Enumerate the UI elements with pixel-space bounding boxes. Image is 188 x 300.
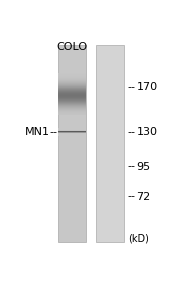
Bar — [58, 106, 86, 107]
Bar — [58, 77, 86, 78]
Bar — [58, 93, 86, 94]
Bar — [58, 90, 86, 91]
Bar — [58, 106, 86, 107]
Bar — [58, 111, 86, 112]
Bar — [58, 80, 86, 81]
Bar — [58, 92, 86, 93]
Bar — [58, 104, 86, 105]
Text: --: -- — [128, 82, 136, 92]
Bar — [58, 108, 86, 109]
Bar — [58, 81, 86, 82]
Bar — [96, 45, 124, 242]
Bar — [58, 78, 86, 79]
Bar — [58, 113, 86, 114]
Bar — [58, 102, 86, 103]
Bar — [58, 103, 86, 104]
Bar — [58, 102, 86, 103]
Text: --: -- — [49, 127, 57, 137]
Bar — [58, 74, 86, 75]
Text: (kD): (kD) — [128, 233, 149, 243]
Bar — [58, 92, 86, 93]
Bar — [58, 82, 86, 83]
Bar — [58, 83, 86, 84]
Bar — [58, 104, 86, 105]
Bar — [58, 87, 86, 88]
Text: --: -- — [128, 127, 136, 137]
Bar — [58, 75, 86, 76]
Bar — [58, 73, 86, 74]
Text: 95: 95 — [136, 161, 151, 172]
Bar — [58, 112, 86, 113]
Bar — [58, 107, 86, 108]
Text: --: -- — [128, 191, 136, 202]
Bar — [58, 105, 86, 106]
Bar — [58, 77, 86, 78]
Bar — [58, 94, 86, 95]
Bar — [58, 88, 86, 89]
Bar — [58, 75, 86, 76]
Bar — [58, 114, 86, 115]
Bar — [58, 45, 86, 242]
Bar — [58, 76, 86, 77]
Bar — [58, 90, 86, 91]
Bar — [58, 86, 86, 87]
Bar — [58, 109, 86, 110]
Bar — [58, 101, 86, 102]
Bar — [58, 97, 86, 98]
Bar — [58, 98, 86, 99]
Text: MN1: MN1 — [25, 127, 50, 137]
Bar — [58, 89, 86, 90]
Bar — [58, 87, 86, 88]
Text: 72: 72 — [136, 191, 151, 202]
Text: 130: 130 — [136, 127, 157, 137]
Bar — [58, 94, 86, 95]
Bar — [58, 82, 86, 83]
Bar — [58, 99, 86, 100]
Bar — [58, 85, 86, 86]
Bar — [58, 97, 86, 98]
Bar — [58, 99, 86, 100]
Text: --: -- — [128, 161, 136, 172]
Bar — [58, 95, 86, 96]
Bar — [58, 96, 86, 97]
Bar — [58, 73, 86, 74]
Text: 170: 170 — [136, 82, 158, 92]
Bar — [58, 89, 86, 90]
Bar — [58, 100, 86, 101]
Bar — [58, 110, 86, 111]
Bar — [58, 84, 86, 85]
Bar — [58, 91, 86, 92]
Bar — [58, 78, 86, 79]
Bar — [58, 85, 86, 86]
Bar — [58, 80, 86, 81]
Bar — [58, 79, 86, 80]
Text: COLO: COLO — [57, 42, 88, 52]
